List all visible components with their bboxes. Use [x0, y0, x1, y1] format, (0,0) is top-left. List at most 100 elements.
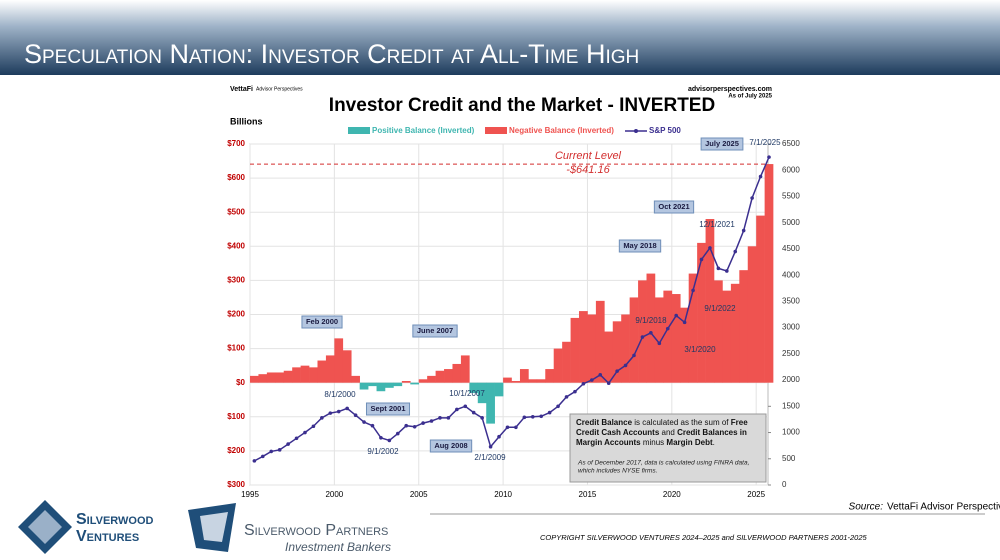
y-tick-label: $400 [227, 241, 245, 250]
y2-tick-label: 4000 [782, 270, 800, 279]
note-box [569, 413, 767, 483]
bar [258, 374, 268, 383]
bar [460, 355, 470, 383]
x-tick-label: 1995 [241, 490, 259, 499]
logo-ventures: Silverwood Ventures [18, 500, 154, 554]
point [497, 434, 501, 439]
bar [579, 311, 588, 383]
point [412, 424, 417, 429]
point [336, 409, 341, 414]
header-band [0, 0, 1000, 75]
y-tick-label: $300 [227, 480, 245, 489]
copyright: COPYRIGHT SILVERWOOD VENTURES 2024–2025 … [540, 533, 867, 542]
point [379, 435, 383, 440]
y2-tick-label: 2500 [782, 349, 800, 358]
bar [477, 382, 487, 404]
chart-title: Investor Credit and the Market - INVERTE… [329, 95, 715, 116]
x-tick-label: 2005 [410, 490, 428, 499]
point [733, 249, 738, 254]
y2-tick-label: 1000 [782, 428, 800, 437]
point [539, 414, 544, 419]
source: VettaFi Advisor Perspectives [887, 502, 1000, 513]
point [252, 459, 257, 463]
callout-box [365, 402, 411, 416]
bar [300, 365, 310, 383]
bar [418, 379, 428, 383]
bar [595, 300, 605, 383]
callout-box [700, 137, 744, 151]
callout: June 2007 [417, 326, 453, 335]
bar [671, 294, 681, 383]
y2-tick-label: 3000 [782, 323, 800, 332]
bar [621, 314, 630, 383]
note-row: Credit Balance is calculated as the sum … [576, 418, 748, 427]
legend-swatch [348, 127, 370, 134]
bar [334, 338, 344, 383]
note-row: Credit Cash Accounts and Credit Balances… [576, 428, 747, 437]
point [429, 419, 434, 423]
bar [427, 375, 436, 383]
bar [722, 290, 732, 383]
point [708, 246, 712, 250]
point [446, 416, 451, 420]
bar [587, 314, 597, 383]
point [514, 425, 518, 430]
bar [342, 350, 352, 383]
bar [545, 369, 555, 383]
brand: VettaFi [230, 86, 253, 93]
bar [393, 382, 403, 387]
bar [266, 372, 276, 383]
note-part: . [713, 438, 715, 447]
point [505, 425, 510, 430]
bar [351, 375, 360, 383]
callout: Sept 2001 [370, 404, 405, 413]
point [395, 431, 400, 436]
bar [275, 372, 285, 383]
bar [494, 382, 504, 397]
as-of: As of July 2025 [728, 94, 772, 100]
x-tick-label: 2025 [747, 490, 765, 499]
point [725, 269, 729, 273]
y2-tick-label: 3500 [782, 296, 800, 305]
legend-swatch [485, 127, 507, 134]
bar [646, 273, 656, 383]
bar [519, 369, 529, 383]
point [277, 448, 282, 452]
callout: Oct 2021 [658, 202, 689, 211]
point [353, 413, 358, 418]
y2-tick-label: 6500 [782, 139, 800, 148]
note-row: Margin Accounts minus Margin Debt. [576, 438, 715, 447]
point [699, 257, 704, 262]
point [269, 449, 274, 454]
point [320, 416, 324, 420]
bar [688, 273, 698, 383]
note-part: Credit Balance [576, 418, 633, 427]
brand-sub: Advisor Perspectives [256, 86, 303, 92]
bar [435, 370, 445, 383]
bar [410, 382, 420, 385]
date-label: 9/1/2022 [704, 304, 736, 313]
logo2-line2: Investment Bankers [285, 540, 391, 554]
source-label: Source: [849, 502, 884, 513]
point [480, 416, 484, 420]
bar [368, 382, 377, 387]
bar [511, 380, 521, 383]
note-part: Margin Accounts [576, 438, 641, 447]
point [657, 341, 662, 346]
callout-box [301, 315, 343, 329]
bar [680, 307, 689, 383]
note-part: Credit Balances in [677, 428, 747, 437]
point [556, 404, 560, 409]
bar [553, 348, 563, 383]
bar [283, 370, 293, 383]
current-level-label: -$641.16 [566, 164, 610, 176]
x-tick-label: 2015 [579, 490, 597, 499]
point [758, 174, 763, 179]
callout-box [618, 239, 662, 253]
y-tick-label: $100 [227, 344, 245, 353]
point [674, 313, 678, 318]
point [767, 155, 771, 159]
bar [629, 297, 639, 383]
current-level-title: Current Level [555, 150, 622, 162]
point [682, 320, 687, 325]
